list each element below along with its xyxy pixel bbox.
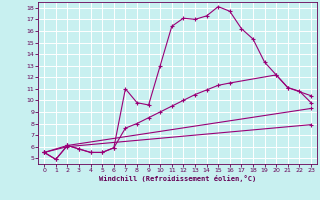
X-axis label: Windchill (Refroidissement éolien,°C): Windchill (Refroidissement éolien,°C) [99, 175, 256, 182]
